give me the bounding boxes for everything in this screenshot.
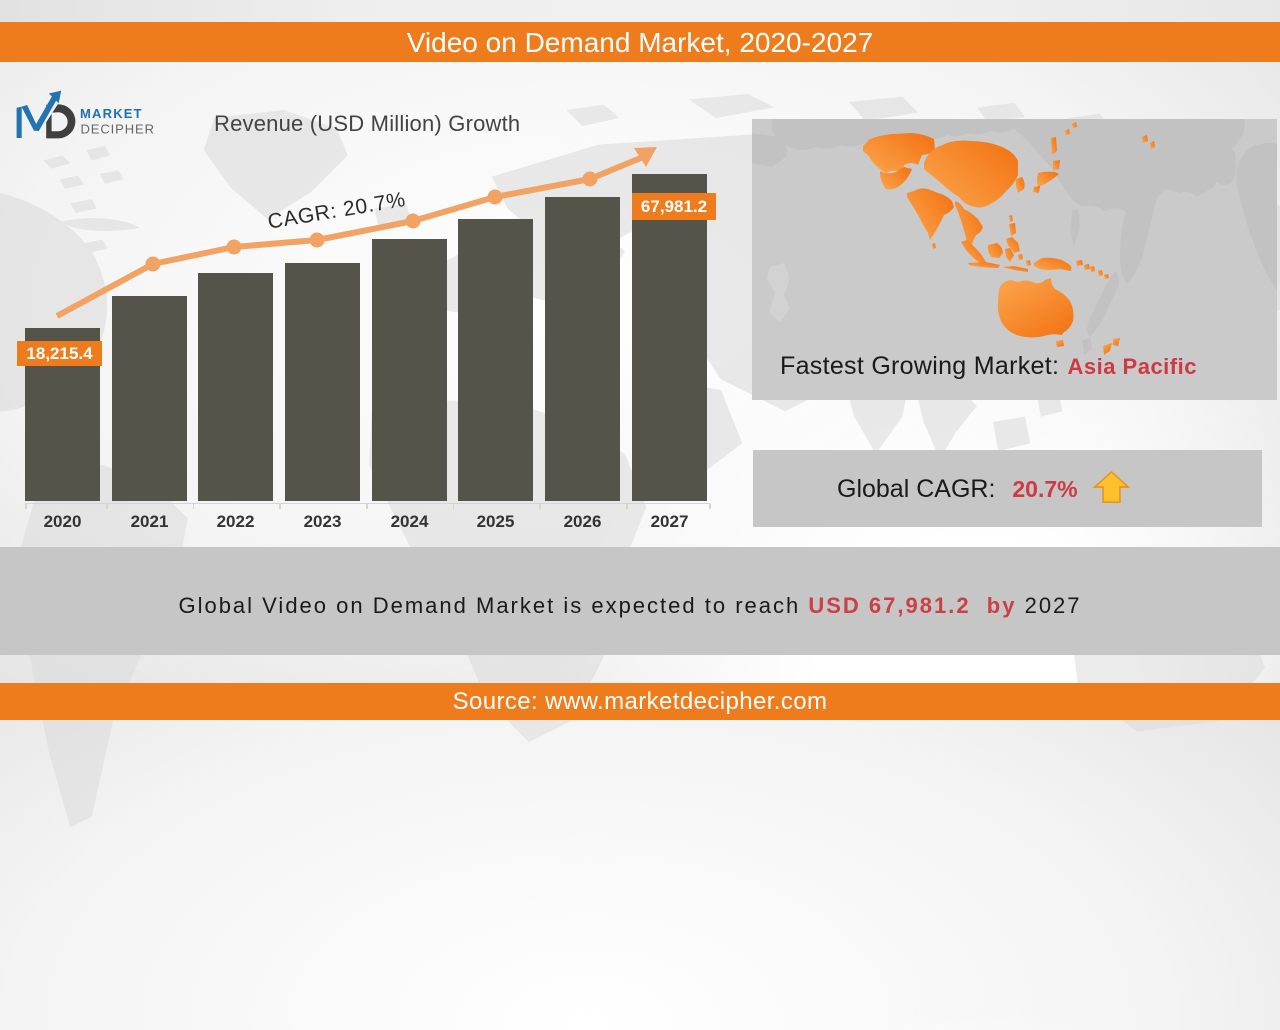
svg-text:MARKET: MARKET bbox=[80, 106, 143, 121]
svg-text:DECIPHER: DECIPHER bbox=[81, 122, 155, 137]
